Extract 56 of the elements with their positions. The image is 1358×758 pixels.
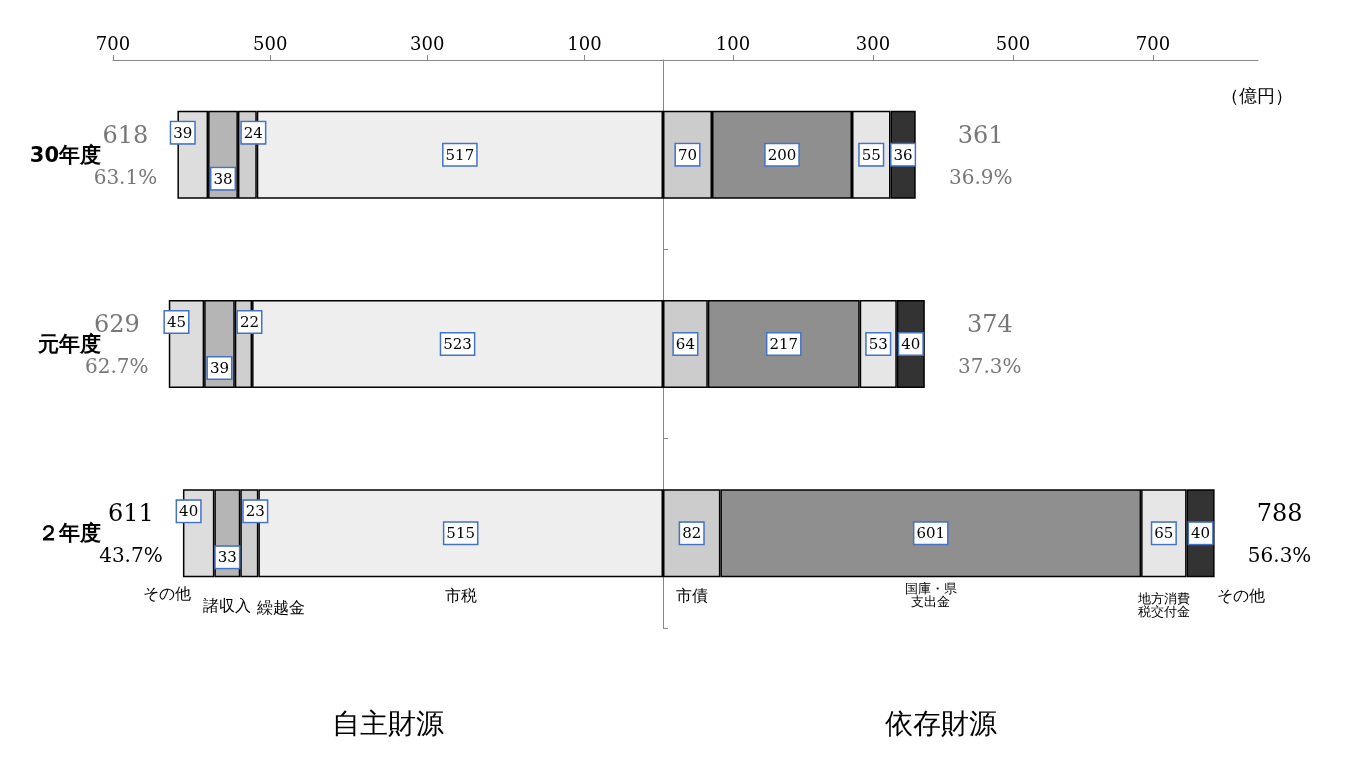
series-label: その他 — [1216, 585, 1265, 605]
x-tick-label: 500 — [995, 32, 1031, 54]
x-tick-label: 100 — [715, 32, 751, 54]
data-label: 40 — [179, 502, 199, 521]
series-label: 繰越金 — [256, 597, 306, 617]
data-label: 65 — [1154, 524, 1174, 543]
x-tick-label: 100 — [567, 32, 602, 54]
series-label: 市債 — [675, 585, 708, 605]
data-label: 33 — [217, 548, 237, 567]
data-label: 39 — [209, 359, 230, 377]
data-label: 601 — [916, 524, 946, 543]
text: 611 — [108, 499, 154, 528]
text: 36.9% — [948, 164, 1013, 189]
series-label: 地方消費税交付金 — [1136, 591, 1190, 620]
data-label: 517 — [445, 145, 475, 164]
series-label: 国庫・県支出金 — [904, 581, 957, 610]
text: 374 — [966, 310, 1013, 338]
data-label: 82 — [682, 524, 702, 543]
x-tick-label: 300 — [855, 32, 891, 54]
series-label: 諸収入 — [203, 595, 252, 615]
text: 63.1% — [93, 164, 158, 189]
text: 361 — [957, 120, 1004, 149]
data-label: 70 — [677, 145, 698, 164]
text: 62.7% — [85, 354, 149, 378]
text: 37.3% — [958, 354, 1022, 378]
data-label: 40 — [901, 335, 921, 353]
x-tick-label: 700 — [1135, 32, 1171, 54]
x-axis-title: （億円） — [1221, 84, 1293, 106]
y-tick-label: 30年度 — [29, 142, 101, 167]
data-label: 22 — [239, 313, 259, 331]
data-label: 523 — [443, 335, 472, 353]
text: 788 — [1256, 499, 1303, 528]
data-label: 24 — [243, 123, 263, 142]
data-label: 23 — [245, 502, 265, 521]
y-tick-label: ２年度 — [38, 521, 101, 546]
data-label: 64 — [675, 335, 695, 353]
x-tick-label: 300 — [410, 32, 445, 54]
series-label: その他 — [142, 583, 191, 603]
text: 43.7% — [99, 543, 163, 568]
data-label: 40 — [1191, 524, 1211, 543]
data-label: 217 — [769, 335, 799, 353]
series-label: 市税 — [444, 585, 477, 605]
x-tick-label: 700 — [95, 32, 131, 54]
data-label: 200 — [767, 145, 797, 164]
data-label: 39 — [173, 123, 193, 142]
data-label: 45 — [166, 313, 187, 331]
text: 56.3% — [1247, 543, 1312, 568]
data-label: 55 — [861, 145, 881, 164]
data-label: 515 — [446, 524, 475, 543]
x-tick-label: 500 — [252, 32, 288, 54]
data-label: 53 — [868, 335, 888, 353]
text: 依存財源 — [884, 706, 997, 740]
data-label: 38 — [213, 169, 233, 188]
text: 自主財源 — [332, 706, 444, 740]
text: 618 — [102, 120, 149, 149]
data-label: 36 — [893, 145, 913, 164]
